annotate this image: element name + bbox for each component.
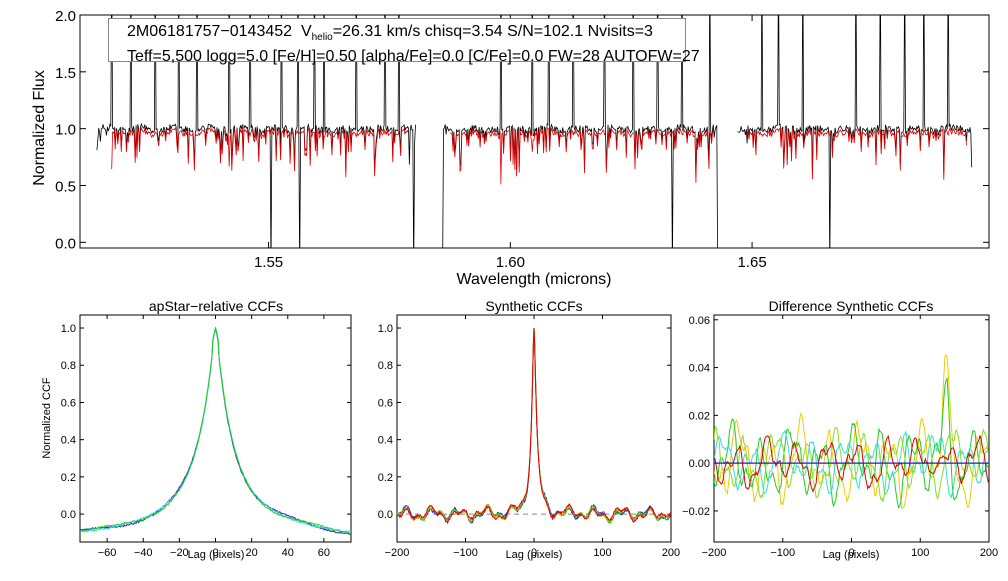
synthetic-ccf-series-3 (397, 327, 671, 523)
apstar-ccf-xtick-label: −60 (98, 547, 117, 559)
info-line-2: Teff=5,500 logg=5.0 [Fe/H]=0.50 [alpha/F… (127, 48, 700, 66)
difference-ccf-ytick-label: −0.02 (682, 506, 710, 518)
vhelio-symbol: V (300, 23, 312, 40)
apstar-ccf-ylabel: Normalized CCF (41, 377, 53, 459)
apstar-ccf-series-2 (80, 327, 351, 533)
apstar-ccf-axes: −60 −40 −20 0 20 40 60 0.0 0.2 0.4 0.6 0.8 1.0 (61, 314, 352, 559)
fit-stats: =26.31 km/s chisq=3.54 S/N=102.1 Nvisits… (332, 23, 653, 40)
apstar-ccf-frame (79, 314, 352, 543)
synthetic-ccf-ytick-label: 0.4 (378, 435, 393, 447)
spectrum-info-box: 2M06181757−0143452 Vhelio=26.31 km/s chi… (108, 18, 700, 65)
spectrum-ytick-label: 0.5 (55, 178, 76, 195)
apstar-ccf-ytick-label: 0.8 (61, 360, 76, 372)
difference-ccf-xtick-label: 200 (980, 547, 998, 559)
spectrum-ytick-label: 1.5 (55, 65, 76, 82)
spectrum-model-line-chip-1 (111, 126, 409, 178)
difference-ccf-series-green (714, 377, 989, 509)
spectrum-xtick-label: 1.55 (254, 254, 283, 271)
difference-ccf-axes: −200 −100 0 100 200 −0.02 0.00 0.02 0.04 0.06 (682, 314, 998, 559)
spectrum-xlabel: Wavelength (microns) (456, 271, 611, 288)
difference-ccf-xtick-label: 100 (911, 547, 929, 559)
spectrum-observed-line-chip-2 (442, 15, 718, 248)
apstar-ccf-ytick-label: 0.0 (61, 509, 76, 521)
difference-ccf-ytick-label: 0.06 (689, 315, 710, 327)
spectrum-ytick-label: 1.0 (55, 122, 76, 139)
spectrum-axes: 1.55 1.60 1.65 0.0 0.5 1.0 1.5 2.0 (55, 8, 990, 271)
spectrum-ytick-label: 0.0 (55, 235, 76, 252)
apstar-ccf-xtick-label: 0 (212, 547, 218, 559)
apstar-ccf-panel: apStar−relative CCFs Normalized CCF Lag … (41, 298, 283, 561)
info-line-1: 2M06181757−0143452 Vhelio=26.31 km/s chi… (127, 22, 685, 47)
synthetic-ccf-xtick-label: 0 (531, 547, 537, 559)
apstar-ccf-xlabel: Lag (pixels) (188, 549, 245, 561)
difference-ccf-ytick-label: 0.02 (689, 410, 710, 422)
synthetic-ccf-ytick-label: 0.2 (378, 472, 393, 484)
spectrum-xtick-label: 1.65 (737, 254, 766, 271)
difference-ccf-ytick-label: 0.04 (689, 363, 710, 375)
apstar-ccf-ytick-label: 0.4 (61, 435, 76, 447)
difference-ccf-xlabel: Lag (pixels) (823, 549, 880, 561)
spectrum-ylabel: Normalized Flux (31, 70, 48, 186)
apstar-ccf-title: apStar−relative CCFs (149, 298, 283, 314)
spectrum-model-line-chip-2 (450, 127, 714, 185)
apstar-ccf-series-3 (80, 326, 351, 535)
synthetic-ccf-xtick-label: 100 (593, 547, 611, 559)
spectrum-model-line-chip-3 (747, 126, 967, 180)
difference-ccf-panel: Difference Synthetic CCFs Lag (pixels) (769, 298, 934, 561)
synthetic-ccf-ytick-label: 0.6 (378, 397, 393, 409)
synthetic-ccf-xtick-label: 200 (662, 547, 680, 559)
synthetic-ccf-axes: −200 −100 0 100 200 0.0 0.2 0.4 0.6 0.8 1.0 (378, 314, 680, 559)
spectrum-xtick-label: 1.60 (496, 254, 525, 271)
synthetic-ccf-series-1 (397, 327, 671, 524)
difference-ccf-xtick-label: 0 (848, 547, 854, 559)
difference-ccf-series-lime (714, 425, 989, 502)
difference-ccf-xtick-label: −200 (702, 547, 727, 559)
apstar-ccf-xtick-label: −20 (170, 547, 189, 559)
difference-ccf-ytick-label: 0.00 (689, 458, 710, 470)
apstar-ccf-xtick-label: 60 (318, 547, 330, 559)
synthetic-ccf-series-4 (397, 327, 671, 525)
synthetic-ccf-ytick-label: 0.0 (378, 509, 393, 521)
synthetic-ccf-ytick-label: 1.0 (378, 323, 393, 335)
synthetic-ccf-panel: Synthetic CCFs Lag (pixels) (485, 298, 582, 561)
spectrum-frame (79, 14, 990, 249)
synthetic-ccf-xtick-label: −100 (453, 547, 478, 559)
synthetic-ccf-ytick-label: 0.8 (378, 360, 393, 372)
apstar-ccf-ytick-label: 0.6 (61, 397, 76, 409)
synthetic-ccf-xlabel: Lag (pixels) (506, 549, 563, 561)
synthetic-ccf-xtick-label: −200 (385, 547, 410, 559)
synthetic-ccf-series-2 (397, 327, 671, 525)
difference-ccf-series-cyan (714, 429, 989, 500)
synthetic-ccf-title: Synthetic CCFs (485, 298, 582, 314)
star-id: 2M06181757−0143452 (127, 23, 293, 40)
apstar-ccf-xtick-label: −40 (134, 547, 153, 559)
vhelio-subscript: helio (311, 32, 333, 44)
difference-ccf-xtick-label: −100 (770, 547, 795, 559)
difference-ccf-series-red (714, 434, 989, 493)
apstar-ccf-ytick-label: 0.2 (61, 472, 76, 484)
apstar-ccf-xtick-label: 20 (246, 547, 258, 559)
apstar-ccf-ytick-label: 1.0 (61, 323, 76, 335)
difference-ccf-title: Difference Synthetic CCFs (769, 298, 934, 314)
apstar-ccf-series-1 (80, 327, 351, 535)
spectrum-ytick-label: 2.0 (55, 8, 76, 25)
spectrum-panel: Normalized Flux Wavelength (microns) (31, 70, 612, 288)
apstar-ccf-xtick-label: 40 (282, 547, 294, 559)
synthetic-ccf-frame (396, 314, 672, 543)
